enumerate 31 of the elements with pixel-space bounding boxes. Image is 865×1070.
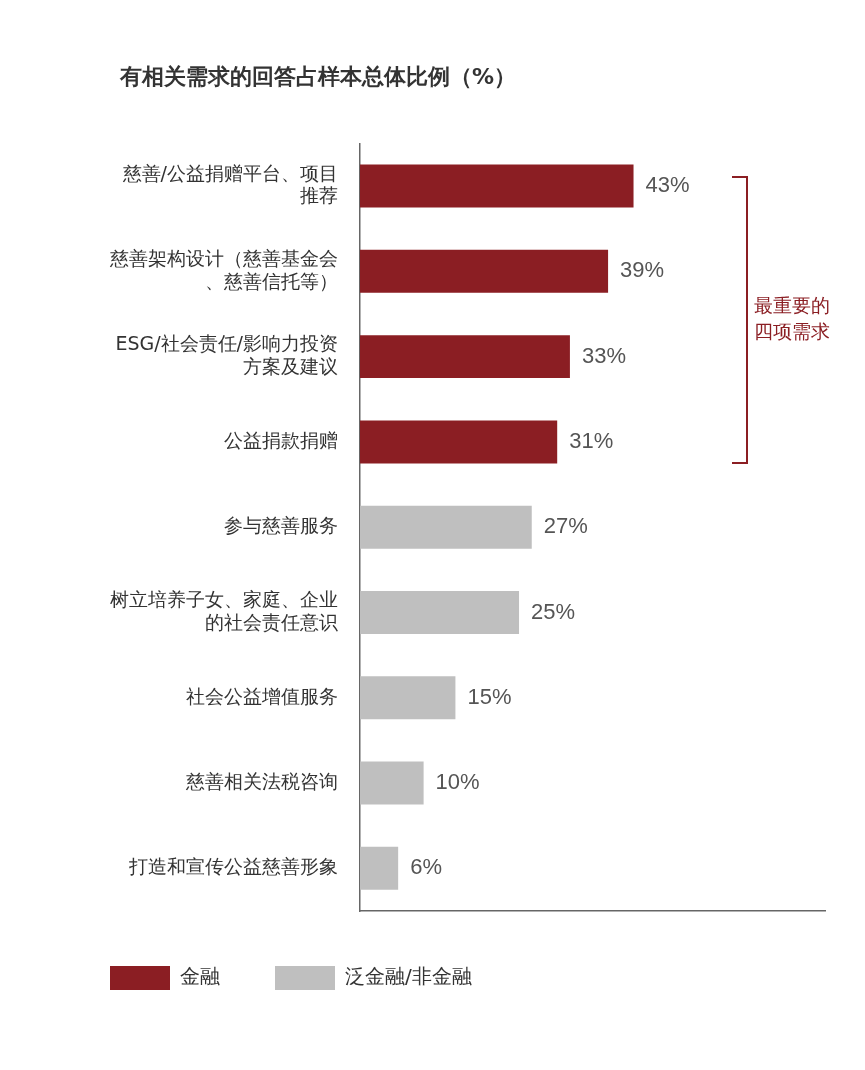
data-label: 25% bbox=[531, 598, 576, 624]
y-tick-label: 慈善相关法税咨询 bbox=[185, 770, 338, 792]
y-tick-label: 慈善/公益捐赠平台、项目推荐 bbox=[121, 161, 338, 207]
data-label: 43% bbox=[645, 172, 690, 198]
data-label: 6% bbox=[410, 854, 442, 880]
data-label: 10% bbox=[435, 769, 480, 795]
bar bbox=[360, 335, 570, 379]
bar bbox=[360, 676, 456, 720]
text: 最重要的四项需求 bbox=[753, 292, 831, 344]
data-label: 27% bbox=[543, 513, 588, 539]
bar bbox=[360, 846, 399, 890]
data-label: 39% bbox=[620, 257, 665, 283]
bar bbox=[360, 591, 520, 634]
bar bbox=[360, 249, 609, 293]
bar bbox=[360, 505, 532, 549]
bar bbox=[360, 420, 558, 464]
chart-title: 有相关需求的回答占样本总体比例（%） bbox=[120, 63, 517, 91]
y-tick-label: 参与慈善服务 bbox=[224, 514, 338, 537]
data-label: 33% bbox=[581, 342, 626, 368]
bar bbox=[360, 761, 424, 805]
y-tick-label: 树立培养子女、家庭、企业的社会责任意识 bbox=[110, 588, 338, 633]
legend-label: 金融 bbox=[180, 964, 220, 989]
bar bbox=[360, 164, 634, 208]
y-tick-label: 慈善架构设计（慈善基金会、慈善信托等） bbox=[109, 246, 338, 292]
data-label: 31% bbox=[569, 427, 614, 453]
y-tick-label: 公益捐款捐赠 bbox=[224, 428, 338, 451]
legend-label: 泛金融/非金融 bbox=[345, 964, 472, 989]
data-label: 15% bbox=[467, 683, 512, 709]
y-tick-label: 社会公益增值服务 bbox=[186, 684, 338, 707]
y-tick-label: 打造和宣传公益慈善形象 bbox=[128, 855, 338, 878]
y-tick-label: ESG/社会责任/影响力投资方案及建议 bbox=[115, 332, 338, 377]
